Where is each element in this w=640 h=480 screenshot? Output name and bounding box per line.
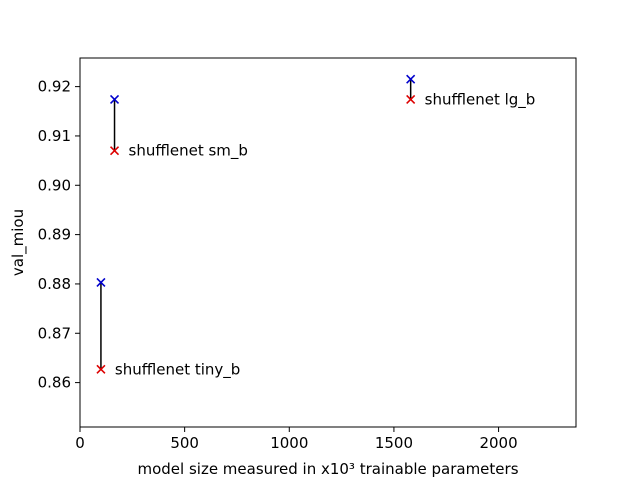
upper-marker (109, 94, 120, 105)
y-tick-label: 0.90 (38, 176, 71, 194)
x-tick-label: 1500 (375, 434, 413, 452)
point-label: shufflenet sm_b (129, 142, 248, 161)
connector-lines (100, 79, 412, 370)
point-label: shufflenet lg_b (425, 90, 536, 109)
y-axis-ticks: 0.86 0.87 0.88 0.89 0.90 0.91 0.92 (38, 78, 80, 392)
x-axis-title: model size measured in x10³ trainable pa… (137, 460, 518, 478)
y-tick-label: 0.89 (38, 226, 71, 244)
y-axis-title: val_miou (9, 209, 28, 276)
plot-area-frame (79, 57, 577, 428)
lower-marker (96, 364, 106, 374)
x-tick-label: 0 (75, 434, 85, 452)
x-axis-ticks: 0 500 1000 1500 2000 (75, 427, 518, 452)
y-tick-label: 0.87 (38, 324, 71, 342)
x-tick-label: 500 (170, 434, 199, 452)
y-tick-label: 0.86 (38, 374, 71, 392)
y-tick-label: 0.88 (38, 275, 71, 293)
lower-marker (109, 146, 120, 156)
x-tick-label: 1000 (270, 434, 308, 452)
y-tick-label: 0.92 (38, 78, 71, 96)
data-markers (96, 74, 416, 374)
x-tick-label: 2000 (479, 434, 517, 452)
y-tick-label: 0.91 (38, 127, 71, 145)
lower-marker (406, 94, 416, 105)
point-label: shufflenet tiny_b (115, 360, 240, 379)
upper-marker (96, 277, 106, 288)
point-labels: shufflenet tiny_b shufflenet sm_b shufflen… (115, 90, 535, 379)
upper-marker (406, 74, 416, 84)
